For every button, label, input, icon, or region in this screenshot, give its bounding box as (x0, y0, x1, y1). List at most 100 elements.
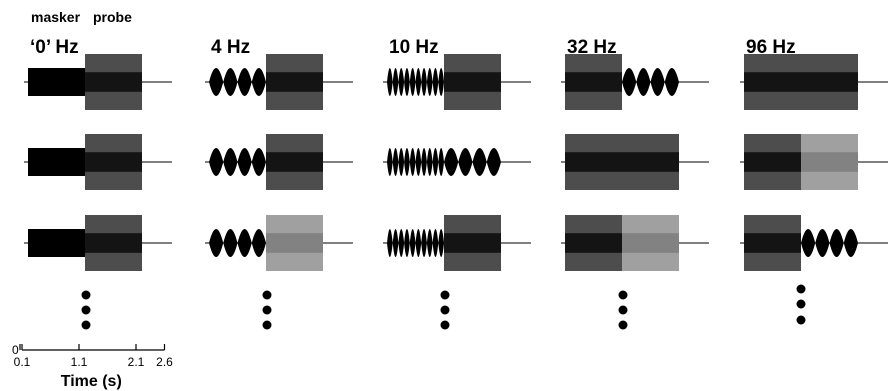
masker-waveform (565, 215, 622, 271)
probe-waveform-cycle (843, 229, 858, 257)
masker-waveform-cycle (223, 68, 238, 96)
masker-waveform-cycle (398, 229, 405, 257)
probe-header: probe (93, 9, 132, 25)
probe-waveform (622, 134, 679, 190)
tick-label: 0.1 (14, 355, 31, 369)
masker-waveform-cycle (415, 148, 422, 176)
probe-waveform (444, 148, 501, 176)
masker-waveform (209, 148, 266, 176)
probe-waveform-core (266, 152, 323, 172)
probe-waveform (85, 134, 142, 190)
masker-waveform (744, 215, 801, 271)
probe-waveform (266, 54, 323, 110)
continuation-dot (81, 290, 91, 300)
probe-waveform-core (444, 72, 501, 92)
stimulus-row (561, 215, 709, 271)
masker-waveform (387, 229, 444, 257)
probe-waveform-cycle (486, 148, 501, 176)
masker-waveform-cycle (398, 68, 405, 96)
axis-title: Time (s) (61, 373, 122, 390)
stimulus-row (383, 215, 531, 271)
masker-waveform-core (744, 233, 801, 253)
masker-waveform-cycle (209, 68, 224, 96)
stimulus-row (561, 134, 709, 190)
masker-header: masker (31, 9, 81, 25)
masker-waveform (387, 68, 444, 96)
tick-label: 2.1 (128, 355, 145, 369)
probe-waveform-core (801, 152, 858, 172)
stimulus-column: 32 Hz (561, 37, 709, 330)
masker-waveform-cycle (426, 229, 433, 257)
masker-waveform-block (28, 68, 85, 96)
continuation-dot (796, 284, 806, 294)
probe-waveform (266, 215, 323, 271)
probe-waveform (622, 215, 679, 271)
masker-waveform-cycle (237, 229, 252, 257)
probe-waveform-cycle (636, 68, 651, 96)
stimulus-row (383, 148, 531, 176)
probe-waveform-cycle (472, 148, 487, 176)
masker-waveform-cycle (404, 148, 410, 176)
masker-waveform-block (28, 229, 85, 257)
masker-waveform-cycle (392, 229, 399, 257)
masker-waveform-cycle (404, 68, 410, 96)
continuation-dot (262, 305, 272, 315)
stimulus-row (561, 54, 709, 110)
masker-waveform-cycle (421, 229, 427, 257)
column-label: ‘0’ Hz (30, 37, 79, 58)
continuation-dot (796, 299, 806, 309)
masker-waveform-cycle (438, 229, 444, 257)
continuation-dot (81, 320, 91, 330)
masker-waveform-cycle (209, 148, 224, 176)
masker-waveform-cycle (432, 68, 439, 96)
probe-waveform-core (85, 152, 142, 172)
continuation-dot (440, 320, 450, 330)
stimulus-column: 10 Hz (383, 37, 531, 330)
time-axis: 00.1 1.1 2.1 2.6 Time (s) (12, 343, 173, 390)
continuation-dot (618, 290, 628, 300)
continuation-dot (262, 320, 272, 330)
masker-waveform (744, 134, 801, 190)
stimulus-row (24, 54, 172, 110)
masker-waveform-core (565, 233, 622, 253)
stimulus-column: ‘0’ Hz (24, 37, 172, 330)
probe-waveform (801, 54, 858, 110)
stimulus-row (205, 134, 353, 190)
masker-waveform-cycle (432, 229, 439, 257)
masker-waveform-cycle (415, 68, 422, 96)
probe-waveform-core (266, 72, 323, 92)
continuation-dot (618, 320, 628, 330)
probe-waveform (444, 54, 501, 110)
masker-waveform (387, 148, 444, 176)
masker-waveform-cycle (251, 148, 266, 176)
probe-waveform (85, 215, 142, 271)
masker-waveform-cycle (404, 229, 410, 257)
masker-waveform-core (744, 152, 801, 172)
masker-waveform (565, 54, 622, 110)
probe-waveform-cycle (664, 68, 679, 96)
stimulus-panels: ‘0’ Hz 4 Hz 10 Hz 32 Hz 96 Hz (24, 37, 888, 330)
masker-waveform-cycle (387, 68, 393, 96)
stimulus-column: 96 Hz (740, 37, 888, 325)
masker-waveform-cycle (237, 68, 252, 96)
masker-waveform (565, 134, 622, 190)
stimulus-row (740, 134, 888, 190)
stimulus-row (24, 215, 172, 271)
masker-waveform-cycle (223, 229, 238, 257)
masker-waveform-core (744, 72, 801, 92)
stimulus-row (205, 54, 353, 110)
probe-waveform-cycle (622, 68, 637, 96)
stimulus-column: 4 Hz (205, 37, 353, 330)
column-label: 4 Hz (211, 37, 250, 58)
probe-waveform-core (85, 72, 142, 92)
masker-waveform (28, 148, 85, 176)
continuation-dot (81, 305, 91, 315)
probe-waveform-core (444, 233, 501, 253)
probe-waveform (801, 229, 858, 257)
masker-waveform-core (565, 72, 622, 92)
probe-waveform (85, 54, 142, 110)
stimulus-row (740, 215, 888, 271)
probe-waveform-core (801, 72, 858, 92)
probe-waveform-core (266, 233, 323, 253)
continuation-dot (440, 290, 450, 300)
